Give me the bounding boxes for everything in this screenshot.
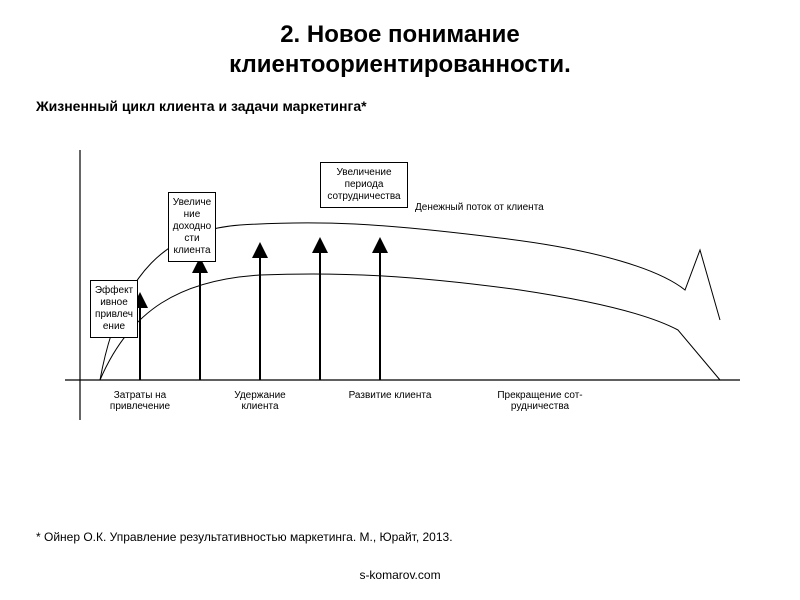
watermark: s-komarov.com [0, 568, 800, 582]
slide-subtitle: Жизненный цикл клиента и задачи маркетин… [0, 80, 800, 114]
xlabel-termination: Прекращение сот-рудничества [480, 390, 600, 412]
slide-title: 2. Новое понимание клиентоориентированно… [0, 0, 800, 80]
cashflow-label: Денежный поток от клиента [415, 202, 544, 213]
footnote-citation: * Ойнер О.К. Управление результативность… [36, 530, 453, 544]
lifecycle-chart: Эффективноепривлечение Увеличениедоходно… [60, 150, 760, 450]
box-increase-period: Увеличениепериодасотрудничества [320, 162, 408, 208]
title-line-2: клиентоориентированности. [229, 51, 571, 78]
box-effective-attraction: Эффективноепривлечение [90, 280, 138, 338]
xlabel-retention: Удержаниеклиента [200, 390, 320, 412]
lower-curve [100, 274, 720, 380]
xlabel-acquisition-costs: Затраты напривлечение [80, 390, 200, 412]
title-line-1: 2. Новое понимание [280, 21, 520, 48]
xlabel-development: Развитие клиента [330, 390, 450, 401]
box-increase-profitability: Увеличениедоходностиклиента [168, 192, 216, 262]
